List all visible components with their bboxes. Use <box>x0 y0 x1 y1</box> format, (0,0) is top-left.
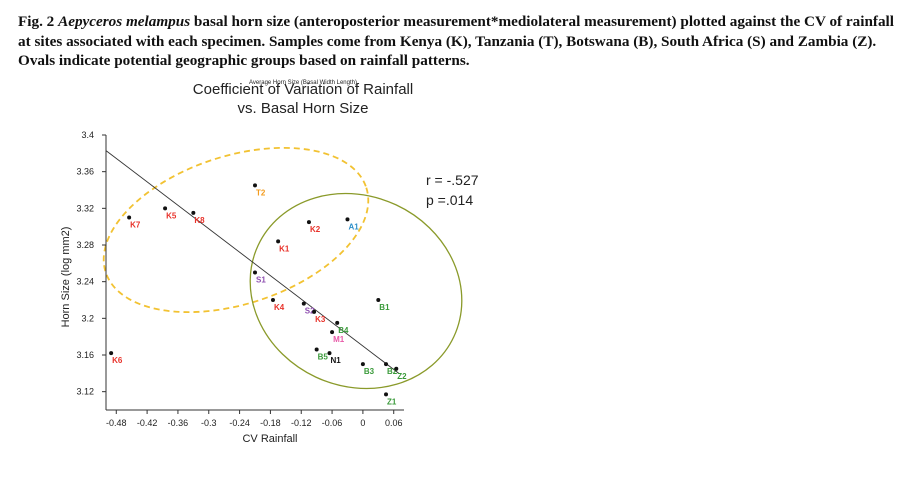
species-name: Aepyceros melampus <box>58 13 191 30</box>
point-label-b4: B4 <box>338 326 349 335</box>
x-axis-label: CV Rainfall <box>242 433 297 445</box>
point-b4 <box>335 320 340 325</box>
x-tick-label: -0.3 <box>201 418 217 428</box>
y-axis-label: Horn Size (log mm2) <box>60 227 72 328</box>
regression-line <box>105 150 400 374</box>
point-label-b2: B2 <box>387 367 398 376</box>
x-tick-label: 0 <box>360 418 365 428</box>
point-k1 <box>276 239 281 244</box>
point-label-k5: K5 <box>166 211 177 220</box>
y-tick-label: 3.32 <box>76 203 94 213</box>
point-label-k2: K2 <box>310 225 321 234</box>
point-label-z2: Z2 <box>397 372 407 381</box>
clipped-header-text: Average Horn Size (Basal Width Length) <box>249 80 357 86</box>
point-k2 <box>306 220 311 225</box>
point-z1 <box>384 392 389 397</box>
point-t2 <box>253 183 257 188</box>
x-tick-label: -0.36 <box>168 418 189 428</box>
point-label-s1: S1 <box>256 276 266 285</box>
point-k8 <box>191 210 196 215</box>
point-label-k4: K4 <box>274 303 285 312</box>
solid-oval-southern-group <box>249 192 463 390</box>
point-label-k8: K8 <box>194 216 205 225</box>
point-z2 <box>394 366 399 371</box>
chart-title-line2: vs. Basal Horn Size <box>238 100 369 117</box>
p-value: p =.014 <box>426 192 473 208</box>
point-s1 <box>253 270 257 275</box>
y-tick-label: 3.12 <box>76 387 94 397</box>
point-n1 <box>327 351 332 356</box>
point-b1 <box>376 298 381 302</box>
group-ovals <box>102 146 463 390</box>
point-a1 <box>345 217 350 222</box>
figure-caption: Fig. 2 Aepyceros melampus basal horn siz… <box>18 12 908 71</box>
point-label-b3: B3 <box>364 367 375 376</box>
point-label-z1: Z1 <box>387 397 397 406</box>
r-value: r = -.527 <box>426 172 479 188</box>
point-k6 <box>109 351 114 356</box>
y-tick-label: 3.2 <box>81 313 94 323</box>
point-label-s2: S2 <box>305 307 315 316</box>
y-tick-label: 3.4 <box>81 130 94 140</box>
point-b3 <box>360 362 365 367</box>
point-label-t2: T2 <box>256 188 266 197</box>
figure-label: Fig. 2 <box>18 13 55 30</box>
regression-line-group <box>105 150 400 374</box>
caption-text: basal horn size (anteroposterior measure… <box>18 13 894 69</box>
x-tick-label: -0.18 <box>260 418 281 428</box>
point-label-b1: B1 <box>379 303 390 312</box>
y-tick-label: 3.28 <box>76 240 94 250</box>
point-b2 <box>384 362 389 367</box>
point-k3 <box>312 309 317 314</box>
x-tick-label: 0.06 <box>385 418 403 428</box>
x-tick-label: -0.24 <box>229 418 250 428</box>
y-tick-label: 3.24 <box>76 277 94 287</box>
axes: 3.12 3.16 3.2 3.24 3.28 3.32 3.36 3.4 -0.48 -0.42… <box>76 130 404 428</box>
dashed-oval-kenya-group <box>102 146 370 314</box>
point-label-n1: N1 <box>331 356 342 365</box>
point-b5 <box>314 347 319 352</box>
y-tick-label: 3.36 <box>76 167 94 177</box>
point-label-k1: K1 <box>279 244 290 253</box>
point-label-a1: A1 <box>348 222 359 231</box>
point-label-k6: K6 <box>112 356 123 365</box>
point-label-k3: K3 <box>315 315 326 324</box>
point-k5 <box>163 206 168 211</box>
point-k4 <box>270 298 275 302</box>
x-tick-label: -0.12 <box>291 418 312 428</box>
x-tick-label: -0.48 <box>106 418 127 428</box>
point-label-m1: M1 <box>333 335 345 344</box>
point-k7 <box>127 215 132 220</box>
chart-title-line1: Coefficient of Variation of Rainfall <box>193 81 413 98</box>
y-tick-label: 3.16 <box>76 350 94 360</box>
x-tick-label: -0.42 <box>137 418 158 428</box>
x-tick-label: -0.06 <box>322 418 343 428</box>
point-m1 <box>330 330 335 335</box>
point-label-b5: B5 <box>318 353 329 362</box>
point-s2 <box>301 301 306 306</box>
point-label-k7: K7 <box>130 221 141 230</box>
